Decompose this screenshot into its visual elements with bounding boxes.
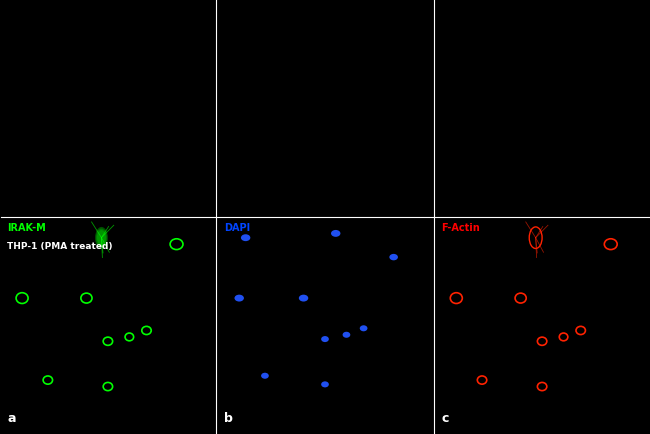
Ellipse shape [235,295,244,302]
Ellipse shape [321,336,329,342]
Ellipse shape [389,254,398,260]
Ellipse shape [321,381,329,388]
Text: c: c [441,412,448,425]
Text: b: b [224,412,233,425]
Ellipse shape [331,230,341,237]
Ellipse shape [95,227,108,249]
Ellipse shape [299,295,308,302]
Text: THP-1 (PMA treated): THP-1 (PMA treated) [7,242,112,251]
Ellipse shape [359,325,367,331]
Text: IRAK-M: IRAK-M [7,223,46,233]
Ellipse shape [241,234,250,241]
Ellipse shape [343,332,350,338]
Ellipse shape [97,230,106,245]
Ellipse shape [261,373,269,379]
Ellipse shape [96,229,107,247]
Text: F-Actin: F-Actin [441,223,480,233]
Text: DAPI: DAPI [224,223,250,233]
Text: a: a [7,412,16,425]
